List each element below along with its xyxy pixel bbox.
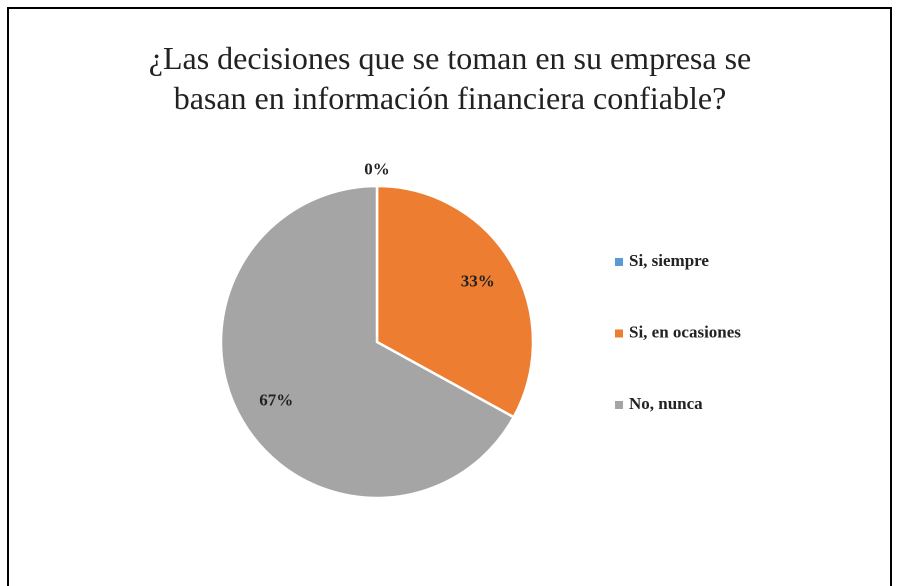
pie-slice <box>219 184 516 500</box>
pie-slice <box>375 184 535 419</box>
chart-title: ¿Las decisiones que se toman en su empre… <box>148 40 752 116</box>
legend-label: Si, en ocasiones <box>629 322 741 341</box>
legend-label: Si, siempre <box>629 251 709 270</box>
legend-marker <box>615 401 623 409</box>
data-label: 33% <box>461 271 495 290</box>
legend-marker <box>615 258 623 266</box>
legend-label: No, nunca <box>629 394 703 413</box>
data-label: 67% <box>259 390 293 409</box>
legend-marker <box>615 329 623 338</box>
data-label: 0% <box>364 159 390 178</box>
